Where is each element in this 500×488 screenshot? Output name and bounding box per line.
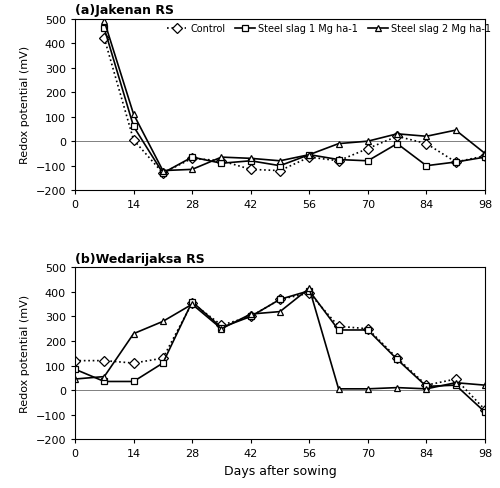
Control (189, 156, 195, 162)
Legend: Control, Steel slag 1 Mg ha-1, Steel slag 2 Mg ha-1: Control, Steel slag 1 Mg ha-1, Steel sla… (167, 24, 492, 34)
Control (189, 301, 195, 306)
Steel slag 2 Mg ha-1 (160, 319, 166, 325)
Steel slag 2 Mg ha-1 (365, 139, 371, 145)
Steel slag 2 Mg ha-1 (365, 386, 371, 392)
Control (248, 314, 254, 320)
X-axis label: Days after sowing: Days after sowing (224, 464, 336, 477)
Steel slag 1 Mg ha-1 (277, 297, 283, 303)
Steel slag 1 Mg ha-1 (424, 384, 430, 389)
Steel slag 2 Mg ha-1 (189, 302, 195, 307)
Control (160, 171, 166, 177)
Control (394, 134, 400, 140)
Steel slag 1 Mg ha-1 (248, 314, 254, 320)
Steel slag 2 Mg ha-1 (277, 309, 283, 315)
Control (424, 142, 430, 147)
Steel slag 1 Mg ha-1 (102, 379, 107, 385)
Steel slag 2 Mg ha-1 (130, 112, 136, 118)
Steel slag 1 Mg ha-1 (365, 327, 371, 333)
Text: (a)Jakenan RS: (a)Jakenan RS (75, 4, 174, 17)
Line: Steel slag 2 Mg ha-1: Steel slag 2 Mg ha-1 (72, 285, 488, 392)
Steel slag 2 Mg ha-1 (189, 167, 195, 173)
Control (482, 407, 488, 413)
Steel slag 2 Mg ha-1 (306, 286, 312, 292)
Steel slag 1 Mg ha-1 (306, 288, 312, 294)
Control (277, 297, 283, 303)
Control (365, 146, 371, 152)
Steel slag 2 Mg ha-1 (248, 156, 254, 162)
Control (218, 159, 224, 164)
Steel slag 2 Mg ha-1 (130, 331, 136, 337)
Steel slag 1 Mg ha-1 (130, 124, 136, 130)
Line: Control: Control (72, 290, 488, 413)
Steel slag 1 Mg ha-1 (189, 299, 195, 305)
Y-axis label: Redox potential (mV): Redox potential (mV) (20, 46, 30, 164)
Control (452, 160, 458, 165)
Line: Steel slag 1 Mg ha-1: Steel slag 1 Mg ha-1 (72, 288, 488, 416)
Steel slag 1 Mg ha-1 (189, 155, 195, 161)
Steel slag 1 Mg ha-1 (160, 171, 166, 177)
Control (306, 155, 312, 161)
Control (452, 376, 458, 382)
Steel slag 2 Mg ha-1 (102, 19, 107, 25)
Steel slag 2 Mg ha-1 (277, 159, 283, 164)
Line: Steel slag 2 Mg ha-1: Steel slag 2 Mg ha-1 (101, 19, 488, 175)
Control (102, 36, 107, 42)
Line: Steel slag 1 Mg ha-1: Steel slag 1 Mg ha-1 (101, 26, 488, 177)
Control (218, 323, 224, 328)
Steel slag 1 Mg ha-1 (102, 26, 107, 32)
Steel slag 2 Mg ha-1 (72, 376, 78, 382)
Steel slag 2 Mg ha-1 (306, 152, 312, 158)
Steel slag 1 Mg ha-1 (130, 379, 136, 385)
Steel slag 1 Mg ha-1 (277, 163, 283, 169)
Control (248, 167, 254, 173)
Steel slag 1 Mg ha-1 (306, 152, 312, 158)
Steel slag 1 Mg ha-1 (72, 366, 78, 372)
Steel slag 2 Mg ha-1 (336, 142, 342, 147)
Steel slag 1 Mg ha-1 (482, 155, 488, 161)
Control (336, 159, 342, 164)
Steel slag 1 Mg ha-1 (394, 142, 400, 147)
Steel slag 1 Mg ha-1 (424, 163, 430, 169)
Steel slag 2 Mg ha-1 (218, 155, 224, 161)
Steel slag 2 Mg ha-1 (452, 380, 458, 386)
Line: Control: Control (101, 36, 488, 177)
Steel slag 1 Mg ha-1 (365, 159, 371, 164)
Control (277, 168, 283, 174)
Control (424, 383, 430, 388)
Steel slag 1 Mg ha-1 (336, 157, 342, 163)
Steel slag 2 Mg ha-1 (160, 168, 166, 174)
Control (72, 358, 78, 364)
Control (306, 291, 312, 297)
Steel slag 2 Mg ha-1 (218, 326, 224, 332)
Steel slag 2 Mg ha-1 (482, 151, 488, 157)
Control (102, 358, 107, 364)
Steel slag 2 Mg ha-1 (336, 386, 342, 392)
Control (130, 138, 136, 143)
Steel slag 1 Mg ha-1 (452, 160, 458, 165)
Control (160, 356, 166, 362)
Control (336, 324, 342, 329)
Steel slag 1 Mg ha-1 (452, 383, 458, 388)
Steel slag 2 Mg ha-1 (102, 374, 107, 380)
Control (365, 326, 371, 332)
Y-axis label: Redox potential (mV): Redox potential (mV) (20, 295, 30, 412)
Steel slag 1 Mg ha-1 (248, 159, 254, 164)
Control (394, 356, 400, 362)
Control (482, 154, 488, 160)
Steel slag 2 Mg ha-1 (248, 311, 254, 317)
Steel slag 1 Mg ha-1 (482, 409, 488, 415)
Steel slag 2 Mg ha-1 (424, 386, 430, 392)
Steel slag 1 Mg ha-1 (218, 161, 224, 167)
Text: (b)Wedarijaksa RS: (b)Wedarijaksa RS (75, 252, 205, 265)
Steel slag 1 Mg ha-1 (336, 327, 342, 333)
Steel slag 2 Mg ha-1 (394, 385, 400, 391)
Steel slag 2 Mg ha-1 (452, 128, 458, 134)
Steel slag 1 Mg ha-1 (218, 325, 224, 331)
Steel slag 1 Mg ha-1 (394, 357, 400, 363)
Steel slag 2 Mg ha-1 (394, 132, 400, 138)
Control (130, 361, 136, 366)
Steel slag 2 Mg ha-1 (424, 134, 430, 140)
Steel slag 1 Mg ha-1 (160, 361, 166, 366)
Steel slag 2 Mg ha-1 (482, 383, 488, 388)
